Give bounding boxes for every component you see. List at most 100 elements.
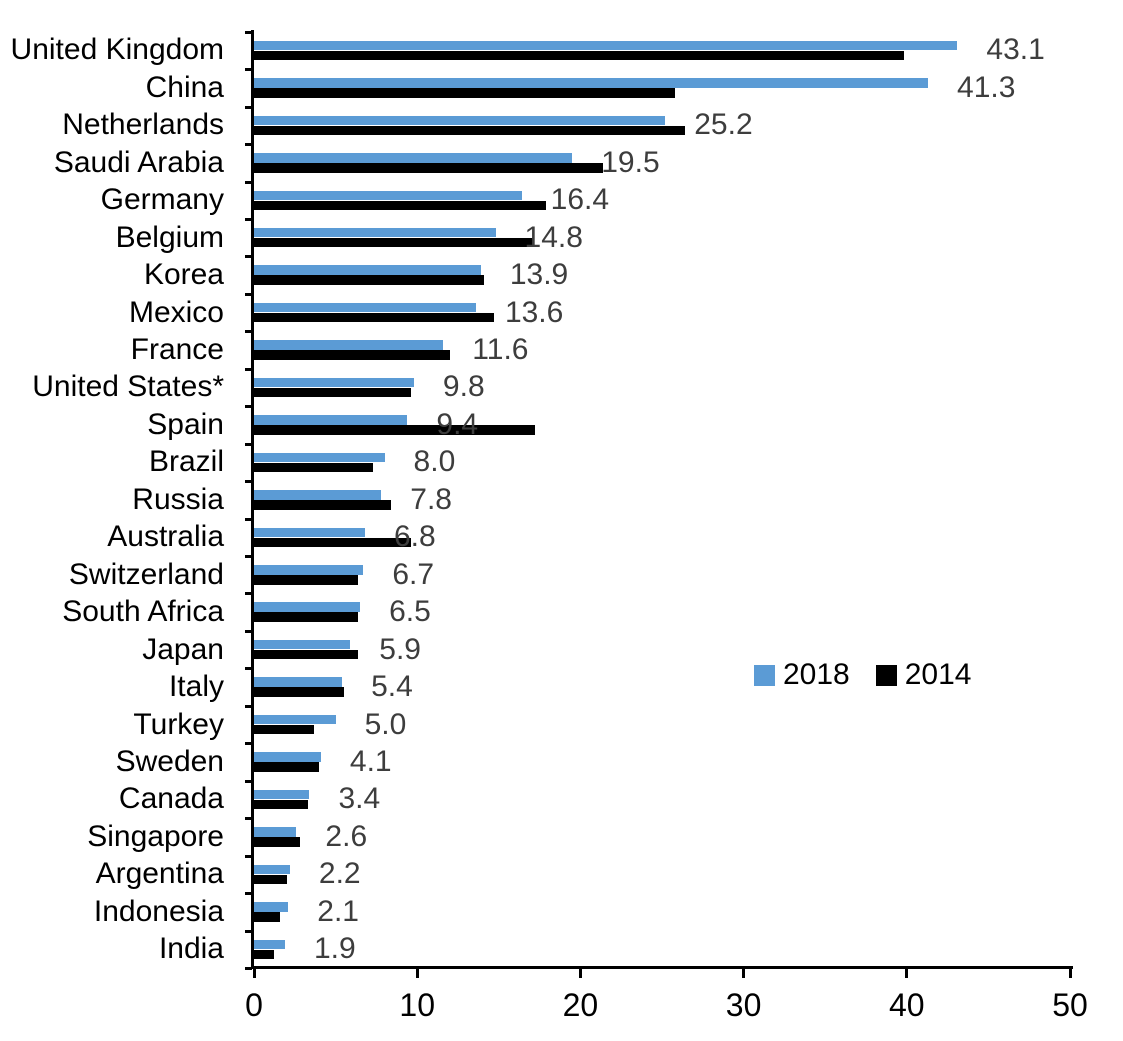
category-boundary-tick [245, 779, 252, 783]
legend-item-2018: 2018 [754, 660, 850, 690]
legend-label-2018: 2018 [783, 658, 850, 691]
x-axis-tick-20 [578, 968, 582, 978]
bar-2014-brazil [254, 462, 374, 473]
category-boundary-tick [245, 817, 252, 821]
bar-2018-netherlands [254, 115, 666, 126]
legend-label-2014: 2014 [904, 658, 972, 691]
x-axis-tick-label-0: 0 [245, 987, 263, 1023]
bar-2014-china [254, 88, 676, 98]
x-axis-tick-label-30: 30 [725, 987, 762, 1023]
category-label-turkey: Turkey [133, 707, 224, 741]
category-boundary-tick [245, 592, 252, 596]
bar-2018-switzerland [254, 565, 364, 575]
value-label-italy: 5.4 [371, 670, 413, 704]
value-label-china: 41.3 [957, 70, 1016, 104]
bar-2014-spain [254, 425, 535, 435]
bar-2014-france [254, 350, 450, 360]
bar-2018-singapore [254, 827, 297, 837]
bar-2014-saudi-arabia [254, 163, 604, 173]
bar-2018-united-states [254, 377, 414, 388]
category-boundary-tick [245, 330, 252, 334]
category-label-indonesia: Indonesia [93, 894, 224, 928]
category-label-argentina: Argentina [95, 857, 224, 891]
value-label-argentina: 2.2 [318, 857, 361, 891]
bar-2018-saudi-arabia [254, 153, 573, 163]
value-label-sweden: 4.1 [349, 745, 392, 778]
bar-2014-belgium [254, 237, 534, 248]
value-label-united-kingdom: 43.1 [986, 33, 1045, 67]
category-boundary-tick [245, 68, 252, 72]
bar-2014-russia [254, 500, 392, 510]
value-label-korea: 13.9 [509, 258, 569, 292]
bar-2014-united-states [254, 387, 411, 398]
bar-2018-mexico [254, 302, 476, 313]
bar-2018-belgium [254, 227, 496, 238]
bar-2014-switzerland [254, 575, 359, 585]
bar-2014-japan [254, 649, 359, 660]
category-boundary-tick [245, 217, 252, 221]
category-label-saudi-arabia: Saudi Arabia [53, 145, 224, 179]
category-boundary-tick [245, 629, 252, 633]
category-label-switzerland: Switzerland [68, 557, 224, 591]
x-axis-tick-label-20: 20 [562, 987, 599, 1023]
category-label-canada: Canada [118, 782, 224, 816]
bar-2018-russia [254, 490, 382, 500]
bar-2014-canada [254, 799, 308, 810]
bar-2018-south-africa [254, 602, 361, 612]
x-axis-tick-50 [1068, 968, 1072, 978]
value-label-turkey: 5.0 [364, 707, 407, 741]
category-boundary-tick [245, 367, 252, 371]
bar-2018-spain [254, 415, 408, 425]
bar-2014-italy [254, 687, 344, 697]
bar-2018-canada [254, 789, 310, 800]
bar-2018-brazil [254, 452, 385, 463]
bar-2018-turkey [254, 714, 336, 725]
category-boundary-tick [245, 105, 252, 109]
category-boundary-tick [245, 555, 252, 559]
category-boundary-tick [245, 967, 252, 970]
bar-2014-sweden [254, 762, 320, 772]
x-axis-tick-label-10: 10 [399, 987, 435, 1023]
legend: 2018 2014 [754, 660, 972, 690]
bar-2018-united-kingdom [254, 40, 958, 51]
bar-2014-korea [254, 275, 485, 285]
bar-2018-france [254, 340, 444, 350]
category-boundary-tick [245, 180, 252, 184]
bar-2014-united-kingdom [254, 50, 904, 61]
bar-2014-netherlands [254, 125, 685, 136]
bar-2018-australia [254, 527, 365, 538]
category-label-russia: Russia [132, 482, 224, 516]
category-label-india: India [158, 932, 224, 966]
value-label-france: 11.6 [472, 333, 529, 367]
value-label-japan: 5.9 [379, 632, 421, 666]
category-boundary-tick [245, 255, 252, 259]
x-axis-tick-40 [905, 968, 909, 978]
x-axis-tick-0 [252, 968, 256, 978]
category-boundary-tick [245, 442, 252, 446]
bar-2014-germany [254, 200, 547, 210]
category-boundary-tick [245, 480, 252, 484]
x-axis-line [251, 966, 1073, 969]
category-label-netherlands: Netherlands [62, 108, 224, 142]
category-label-china: China [145, 70, 224, 104]
value-label-singapore: 2.6 [325, 819, 368, 853]
bar-2018-japan [254, 639, 351, 650]
bar-2018-germany [254, 190, 522, 200]
category-label-france: France [130, 333, 224, 367]
category-boundary-tick [245, 143, 252, 147]
bar-2014-argentina [254, 874, 287, 885]
bar-2014-turkey [254, 724, 315, 735]
value-label-germany: 16.4 [550, 183, 610, 217]
value-label-indonesia: 2.1 [317, 894, 359, 928]
x-axis-tick-10 [415, 968, 419, 978]
category-label-south-africa: South Africa [62, 595, 224, 629]
category-boundary-tick [245, 30, 252, 34]
bar-2014-mexico [254, 312, 494, 323]
bar-2018-korea [254, 265, 481, 275]
category-boundary-tick [245, 704, 252, 708]
value-label-russia: 7.8 [410, 482, 452, 516]
value-label-switzerland: 6.7 [392, 557, 435, 591]
bar-2018-argentina [254, 864, 290, 875]
category-label-united-kingdom: United Kingdom [10, 33, 224, 67]
